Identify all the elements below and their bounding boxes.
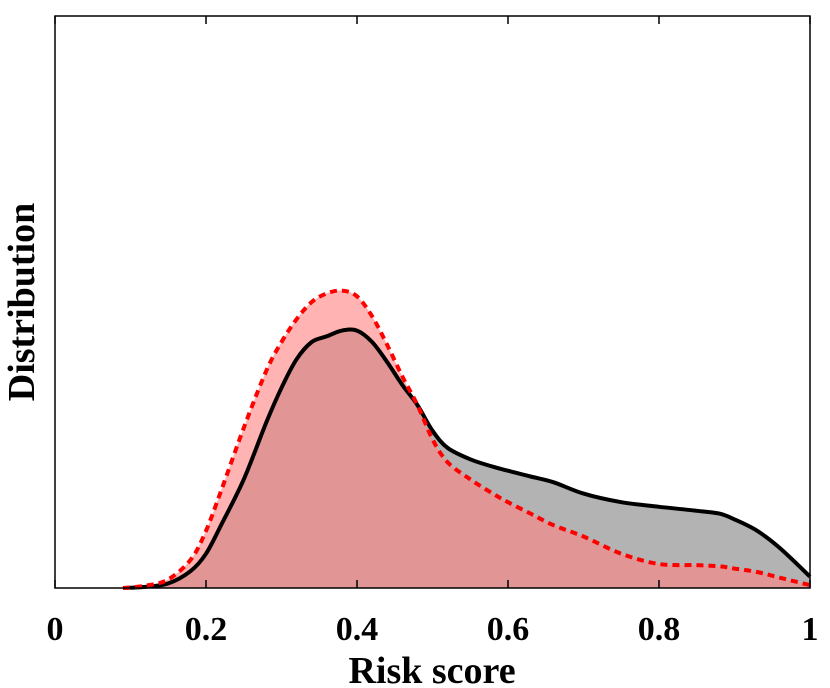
y-axis-label: Distribution: [1, 203, 43, 401]
x-axis-label: Risk score: [348, 650, 515, 688]
plot-area: [54, 15, 812, 590]
x-tick-label: 0.2: [185, 611, 228, 648]
x-tick-label: 0.8: [638, 611, 681, 648]
tick-marks: [54, 16, 811, 588]
series-2-line: [122, 288, 811, 590]
x-tick-label: 0.6: [487, 611, 530, 648]
series-1-line: [122, 327, 812, 590]
series-lines: [122, 288, 812, 590]
x-tick-labels: 0 0.2 0.4 0.6 0.8 1: [47, 611, 819, 648]
x-tick-label: 0.4: [336, 611, 379, 648]
plot-frame: [54, 15, 811, 589]
x-tick-label: 0: [47, 611, 64, 648]
x-tick-label: 1: [802, 611, 819, 648]
